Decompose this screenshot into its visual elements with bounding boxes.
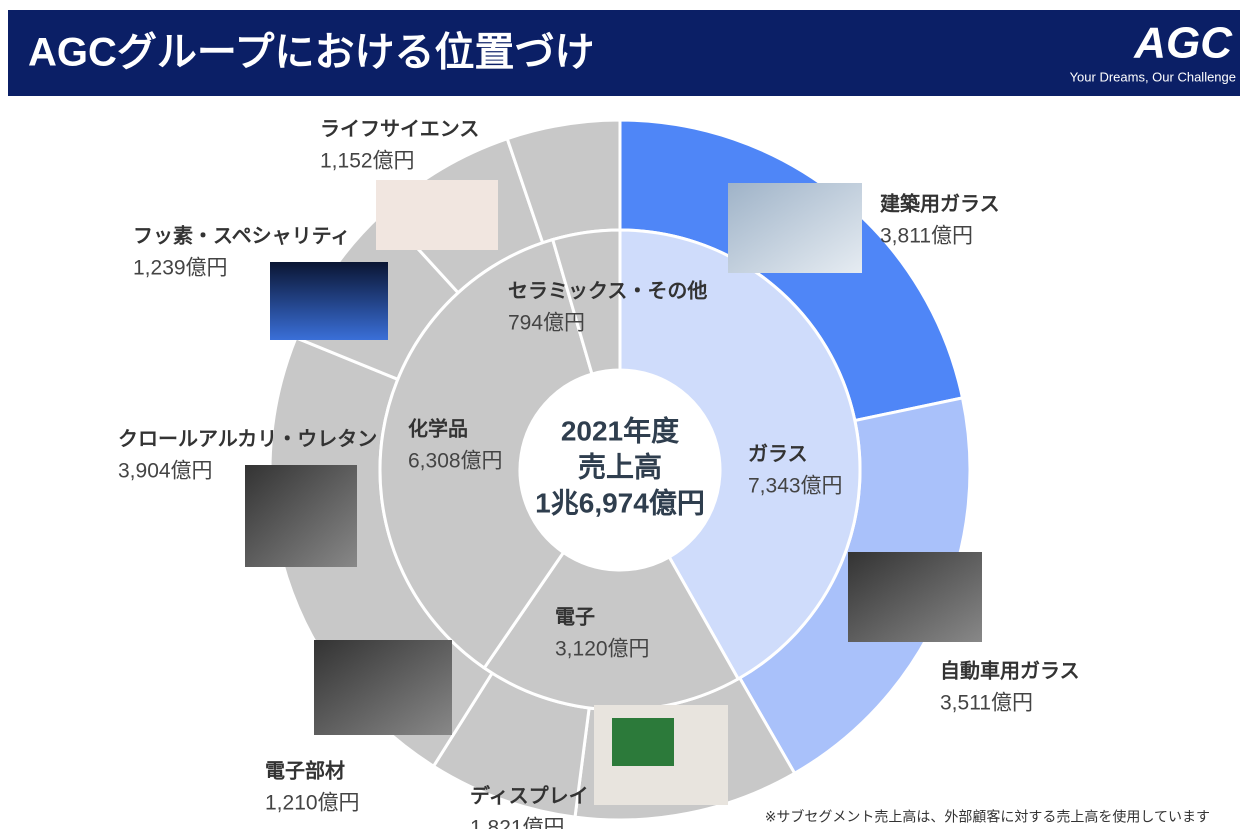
inner-value-label: 794億円 xyxy=(508,312,585,335)
inner-value-label: 6,308億円 xyxy=(408,450,503,473)
photo xyxy=(848,552,982,642)
logo: AGC xyxy=(1133,19,1233,68)
title: AGCグループにおける位置づけ xyxy=(28,31,595,75)
outer-value-label: 3,904億円 xyxy=(118,460,213,483)
inner-label: 化学品 xyxy=(408,416,468,440)
inner-value-label: 7,343億円 xyxy=(748,475,843,498)
outer-label: ライフサイエンス xyxy=(320,118,479,140)
inner-label: セラミックス・その他 xyxy=(508,278,707,302)
outer-label: 電子部材 xyxy=(265,758,345,782)
photo xyxy=(245,465,357,567)
photo xyxy=(612,718,674,766)
photo xyxy=(728,183,862,273)
photo xyxy=(270,262,388,340)
inner-value-label: 3,120億円 xyxy=(555,638,650,661)
photo xyxy=(314,640,452,735)
outer-value-label: 1,210億円 xyxy=(265,792,360,815)
outer-label: クロールアルカリ・ウレタン xyxy=(118,427,377,450)
outer-label: 建築用ガラス xyxy=(880,191,1000,215)
outer-value-label: 1,821億円 xyxy=(470,817,565,829)
outer-value-label: 1,152億円 xyxy=(320,150,415,173)
outer-label: 自動車用ガラス xyxy=(940,658,1080,682)
outer-value-label: 1,239億円 xyxy=(133,257,228,280)
outer-value-label: 3,811億円 xyxy=(880,225,973,248)
center-label: 売上高 xyxy=(578,451,662,482)
photo xyxy=(376,180,498,250)
outer-value-label: 3,511億円 xyxy=(940,692,1033,715)
inner-label: ガラス xyxy=(748,442,808,465)
footnote: ※サブセグメント売上高は、外部顧客に対する売上高を使用しています xyxy=(765,809,1210,825)
tagline: Your Dreams, Our Challenge xyxy=(1070,69,1236,84)
page: {"chart_data": { "type": "sunburst", "ti… xyxy=(0,0,1244,829)
outer-label: フッ素・スペシャリティ xyxy=(133,223,350,247)
center-label: 1兆6,974億円 xyxy=(535,487,705,518)
center-label: 2021年度 xyxy=(561,414,679,446)
outer-label: ディスプレイ xyxy=(470,783,589,807)
inner-label: 電子 xyxy=(555,605,595,628)
chart: AGCグループにおける位置づけ AGC Your Dreams, Our Cha… xyxy=(0,0,1244,829)
